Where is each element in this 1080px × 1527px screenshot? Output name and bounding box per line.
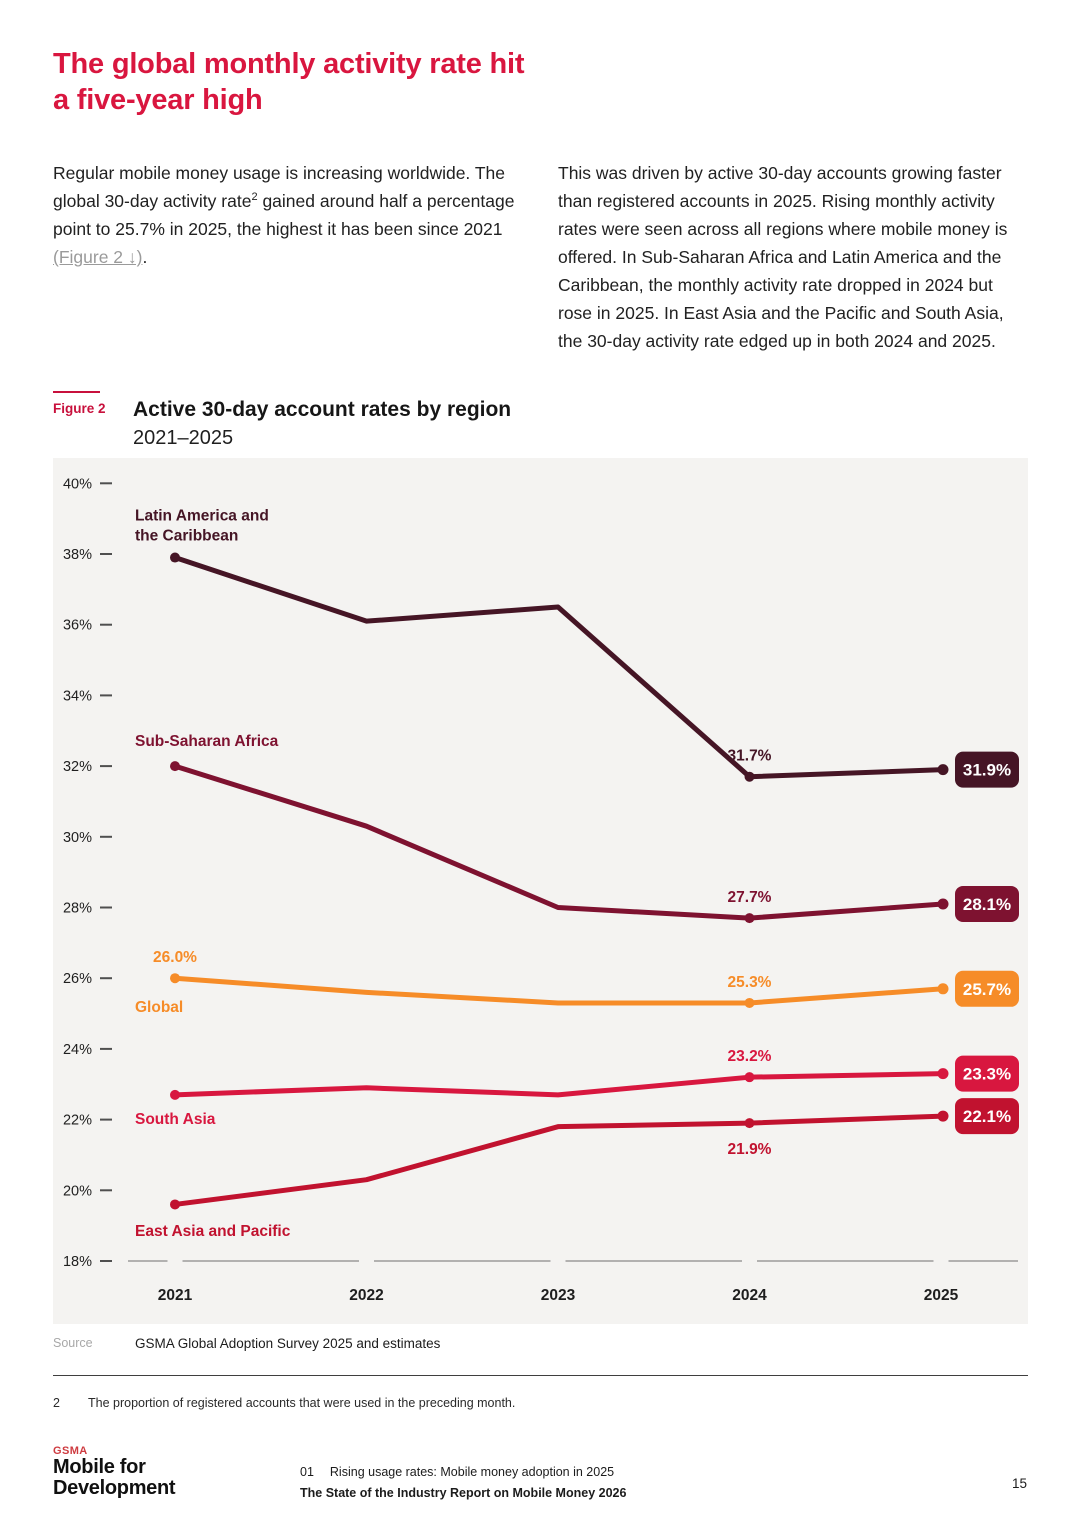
- intro-columns: Regular mobile money usage is increasing…: [53, 159, 1030, 355]
- data-point: [937, 1110, 949, 1122]
- footer-chapter: 01 Rising usage rates: Mobile money adopt…: [300, 1462, 626, 1483]
- data-point: [937, 764, 949, 776]
- source-value: GSMA Global Adoption Survey 2025 and est…: [135, 1336, 441, 1351]
- series-label: Latin America and: [135, 508, 269, 525]
- footnote-divider: [53, 1375, 1028, 1376]
- value-badge-text: 25.7%: [963, 980, 1011, 999]
- value-badge: [955, 970, 1019, 1007]
- svg-text:40%: 40%: [63, 476, 92, 492]
- value-badge-text: 23.3%: [963, 1065, 1011, 1084]
- footer-center: 01 Rising usage rates: Mobile money adopt…: [300, 1462, 626, 1504]
- data-point: [744, 997, 755, 1008]
- value-label: 31.7%: [728, 748, 772, 765]
- value-label: 27.7%: [728, 889, 772, 906]
- series-label: East Asia and Pacific: [135, 1223, 291, 1240]
- svg-text:36%: 36%: [63, 618, 92, 634]
- svg-text:2021: 2021: [158, 1287, 193, 1304]
- value-badge-text: 22.1%: [963, 1107, 1011, 1126]
- svg-text:32%: 32%: [63, 759, 92, 775]
- footnote-ref-2: 2: [251, 191, 258, 204]
- svg-text:26%: 26%: [63, 971, 92, 987]
- intro-left-text-2: gained around half a percentage point to…: [53, 191, 515, 239]
- intro-left-text-3: .: [142, 247, 148, 267]
- figure-2-chart: 40% 38% 36% 34% 32% 30% 28% 26% 24% 22% 20% 18% 2021…: [63, 476, 1019, 1304]
- svg-text:2023: 2023: [541, 1287, 576, 1304]
- value-label: 26.0%: [153, 949, 197, 966]
- y-axis: 40% 38% 36% 34% 32% 30% 28% 26% 24% 22% 20% 18%: [63, 476, 112, 1270]
- data-point: [744, 1072, 755, 1083]
- page-title: The global monthly activity rate hit a f…: [53, 46, 525, 118]
- value-label: 21.9%: [728, 1141, 772, 1158]
- gsma-logo-line-1: Mobile for: [53, 1456, 146, 1478]
- svg-text:20%: 20%: [63, 1183, 92, 1199]
- data-point: [170, 973, 180, 984]
- footnote: 2 The proportion of registered accounts …: [53, 1396, 1028, 1414]
- footer-chapter-title: Rising usage rates: Mobile money adoptio…: [329, 1465, 615, 1479]
- intro-paragraph-left: Regular mobile money usage is increasing…: [53, 159, 525, 355]
- value-label: 25.3%: [728, 974, 772, 991]
- data-point: [170, 552, 180, 563]
- svg-text:2022: 2022: [349, 1287, 383, 1304]
- value-badge: [955, 885, 1019, 922]
- svg-text:28%: 28%: [63, 901, 92, 917]
- data-point: [744, 913, 755, 924]
- gsma-logo: GSMA Mobile for Development: [53, 1445, 176, 1499]
- intro-left-text-1: Regular mobile money usage is increasing…: [53, 163, 505, 211]
- footer-chapter-number: 01: [300, 1465, 314, 1479]
- footnote-text: The proportion of registered accounts th…: [88, 1396, 516, 1410]
- value-badge: [955, 751, 1019, 788]
- source-row: Source GSMA Global Adoption Survey 2025 …: [53, 1336, 1028, 1356]
- gsma-logo-wordmark: GSMA: [53, 1445, 88, 1457]
- data-point: [937, 1068, 949, 1080]
- figure-2-chart-panel: 40% 38% 36% 34% 32% 30% 28% 26% 24% 22% 20% 18% 2021…: [53, 458, 1028, 1324]
- figure-2-link[interactable]: (Figure 2 ↓): [53, 247, 143, 267]
- data-point: [170, 761, 180, 772]
- svg-text:22%: 22%: [63, 1113, 92, 1129]
- data-point: [937, 898, 949, 910]
- data-point: [744, 771, 755, 782]
- footer-report-title: The State of the Industry Report on Mobi…: [300, 1486, 627, 1500]
- figure-label-rule: [53, 391, 100, 393]
- figure-title: Active 30-day account rates by region: [133, 398, 512, 421]
- svg-text:2024: 2024: [732, 1287, 767, 1304]
- svg-text:2025: 2025: [924, 1287, 959, 1304]
- page-title-line-2: a five-year high: [53, 84, 263, 116]
- data-point: [744, 1118, 755, 1129]
- series-label: the Caribbean: [135, 528, 238, 545]
- data-point: [170, 1199, 180, 1210]
- intro-paragraph-right: This was driven by active 30-day account…: [558, 163, 1008, 351]
- svg-text:24%: 24%: [63, 1042, 92, 1058]
- value-badge-text: 28.1%: [963, 895, 1011, 914]
- data-point: [170, 1089, 180, 1100]
- value-badge-text: 31.9%: [963, 761, 1011, 780]
- svg-text:34%: 34%: [63, 688, 92, 704]
- page-title-line-1: The global monthly activity rate hit: [53, 48, 525, 80]
- series-south-asia: South Asia 23.2% 23.3%: [135, 1048, 1019, 1128]
- series-east-asia-and-pacific: East Asia and Pacific 21.9% 22.1%: [135, 1098, 1019, 1240]
- figure-subtitle: 2021–2025: [133, 427, 234, 449]
- series-label: South Asia: [135, 1111, 216, 1128]
- series-sub-saharan-africa: Sub-Saharan Africa 27.7% 28.1%: [135, 733, 1019, 924]
- gsma-logo-line-2: Development: [53, 1476, 176, 1499]
- series-global: Global 26.0% 25.3% 25.7%: [135, 949, 1019, 1016]
- source-label: Source: [53, 1336, 93, 1350]
- series-label: Sub-Saharan Africa: [135, 733, 279, 750]
- value-badge: [955, 1098, 1019, 1135]
- series-label: Global: [135, 999, 183, 1016]
- value-badge: [955, 1055, 1019, 1092]
- series-latin-america-and-the-caribbean: Latin America and the Caribbean 31.7% 31.9%: [135, 508, 1019, 788]
- x-axis-labels: 2021 2022 2023 2024 2025: [158, 1287, 959, 1304]
- footnote-number: 2: [53, 1396, 60, 1410]
- data-point: [937, 983, 949, 995]
- footer-page-number: 15: [1012, 1476, 1028, 1491]
- svg-text:30%: 30%: [63, 830, 92, 846]
- svg-text:38%: 38%: [63, 547, 92, 563]
- figure-label: Figure 2: [53, 401, 106, 416]
- value-label: 23.2%: [728, 1048, 772, 1065]
- svg-text:18%: 18%: [63, 1254, 92, 1270]
